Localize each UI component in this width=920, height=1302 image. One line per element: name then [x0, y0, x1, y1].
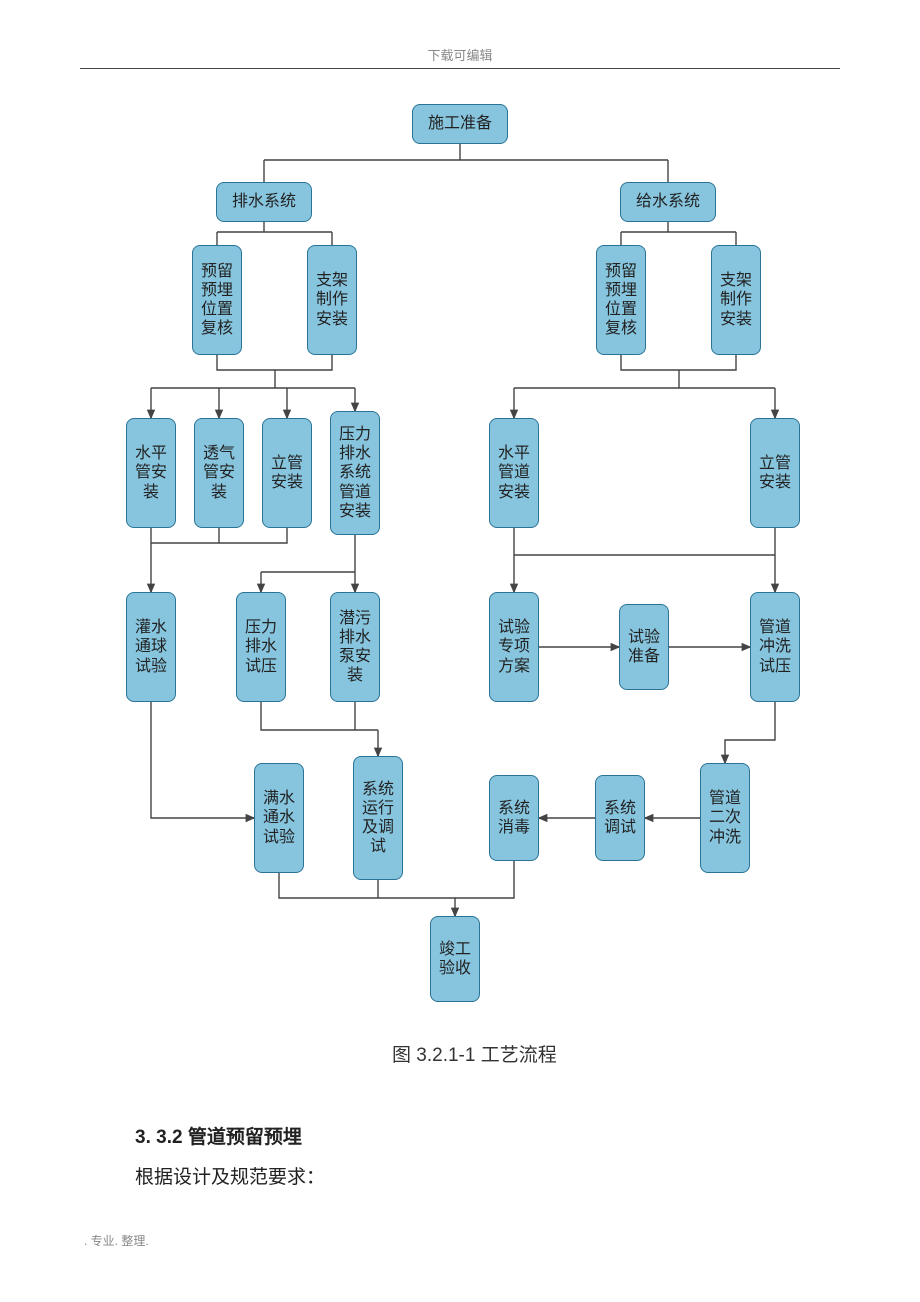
body-line: 根据设计及规范要求： [135, 1162, 325, 1189]
flow-node-n18: 试验准备 [619, 604, 669, 690]
flow-node-n17: 试验专项方案 [489, 592, 539, 702]
flow-node-n13: 立管安装 [750, 418, 800, 528]
flow-node-n9: 透气管安装 [194, 418, 244, 528]
flow-node-n10: 立管安装 [262, 418, 312, 528]
flow-node-n19: 管道冲洗试压 [750, 592, 800, 702]
flow-node-n24: 管道二次冲洗 [700, 763, 750, 873]
flow-node-n20: 满水通水试验 [254, 763, 304, 873]
flow-node-n22: 系统消毒 [489, 775, 539, 861]
flow-node-n12: 水平管道安装 [489, 418, 539, 528]
figure-caption: 图 3.2.1-1 工艺流程 [392, 1040, 557, 1067]
flow-node-n5: 支架制作安装 [307, 245, 357, 355]
flow-node-n16: 潜污排水泵安装 [330, 592, 380, 702]
flowchart: 施工准备排水系统 给水系统预留预埋位置复核 支架制作安装 预留预埋位置复核 支架制作安装… [0, 0, 920, 1000]
flow-node-n11: 压力排水系统管道安装 [330, 411, 380, 535]
flow-node-n23: 系统调试 [595, 775, 645, 861]
flow-node-n15: 压力排水试压 [236, 592, 286, 702]
flow-node-n4: 预留预埋位置复核 [192, 245, 242, 355]
flow-node-n25: 竣工验收 [430, 916, 480, 1002]
flow-node-n7: 支架制作安装 [711, 245, 761, 355]
flow-node-n1: 施工准备 [412, 104, 508, 144]
flow-node-n6: 预留预埋位置复核 [596, 245, 646, 355]
flow-node-n14: 灌水通球试验 [126, 592, 176, 702]
flow-node-n8: 水平管安装 [126, 418, 176, 528]
page: 下载可编辑 施工准备排水系统给水系统预留预埋位置复核支架制作安装预留预埋位置复核… [0, 0, 920, 1302]
flow-node-n2: 排水系统 [216, 182, 312, 222]
flow-node-n3: 给水系统 [620, 182, 716, 222]
flow-node-n21: 系统运行及调试 [353, 756, 403, 880]
page-footer: . 专业. 整理. [84, 1232, 149, 1249]
section-title: 3. 3.2 管道预留预埋 [135, 1122, 302, 1149]
